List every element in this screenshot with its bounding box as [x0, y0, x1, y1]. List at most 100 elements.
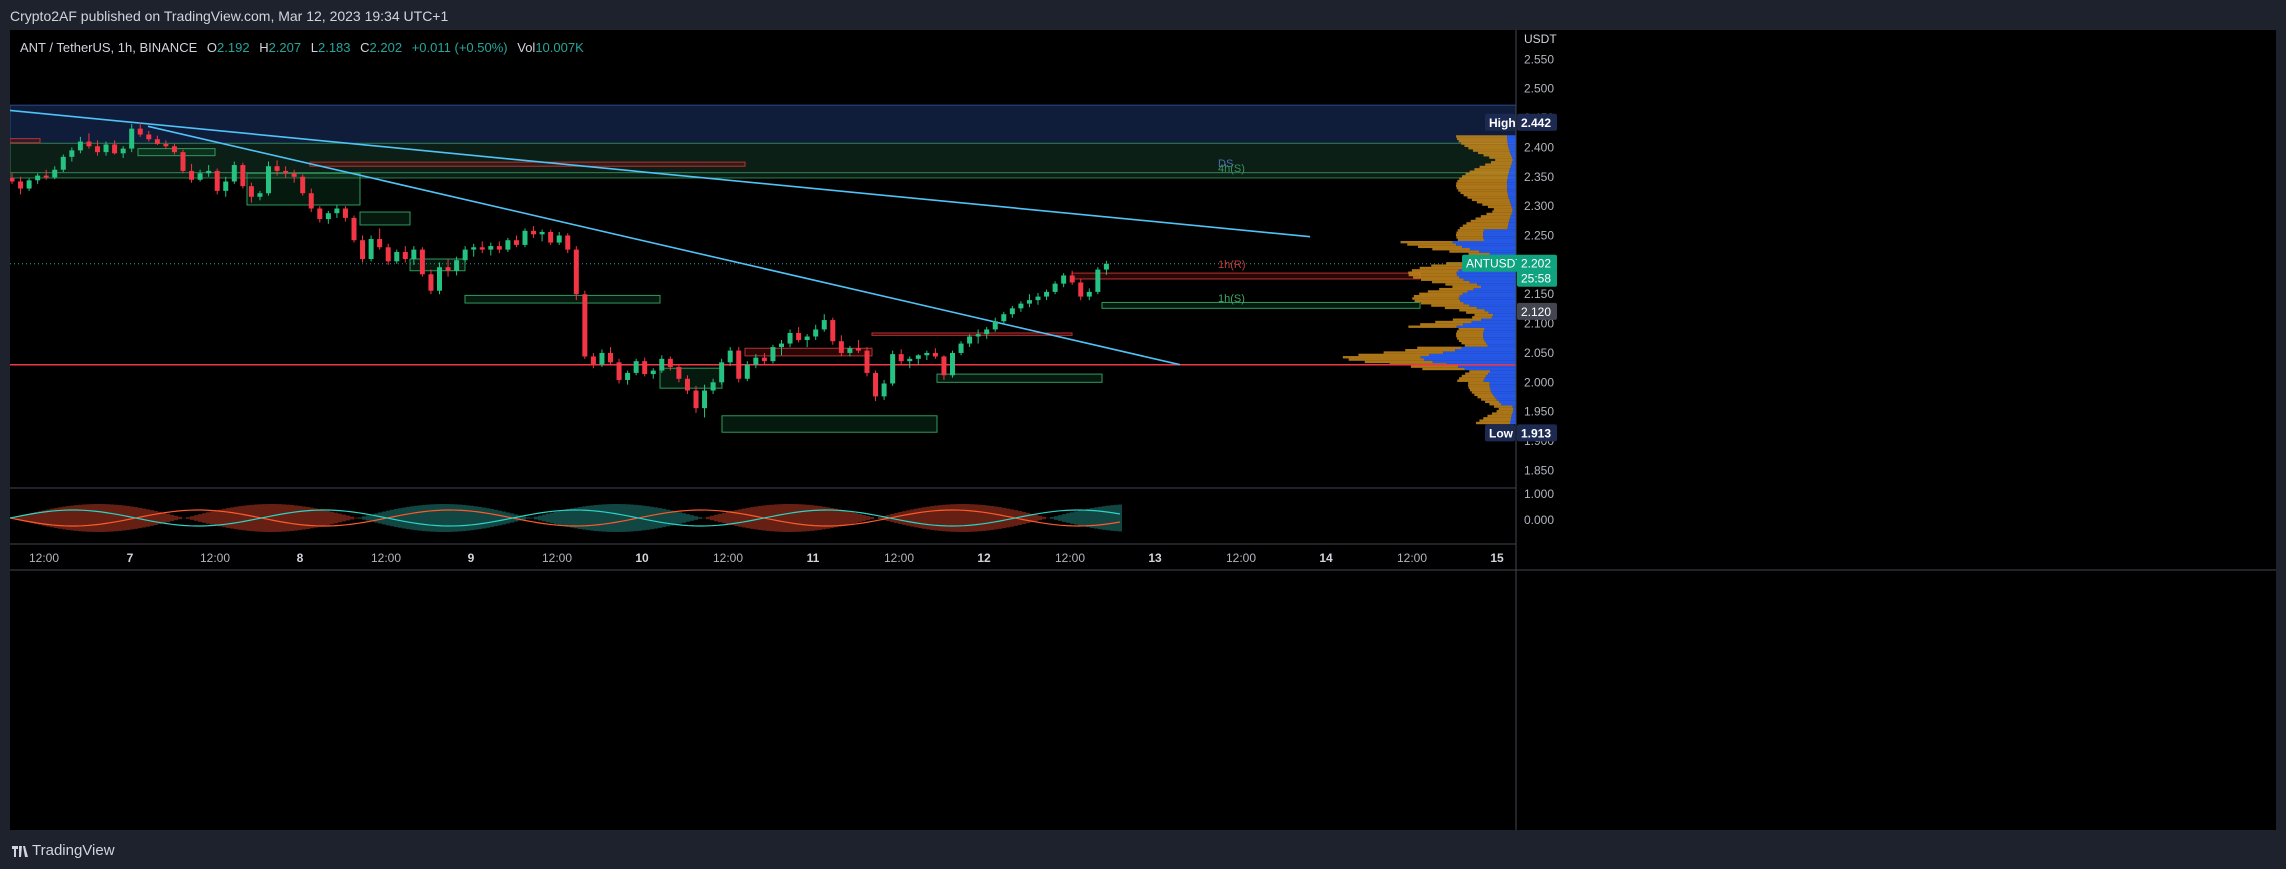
- candle[interactable]: [736, 350, 742, 379]
- candle[interactable]: [1001, 314, 1007, 322]
- candle[interactable]: [197, 173, 203, 180]
- candle[interactable]: [308, 193, 314, 209]
- candle[interactable]: [163, 143, 169, 147]
- candle[interactable]: [1078, 282, 1084, 297]
- candle[interactable]: [129, 128, 135, 149]
- candle[interactable]: [804, 336, 810, 341]
- candle[interactable]: [52, 169, 58, 178]
- candle[interactable]: [590, 356, 596, 365]
- candle[interactable]: [496, 246, 502, 250]
- candle[interactable]: [941, 356, 947, 376]
- candle[interactable]: [445, 267, 451, 271]
- candle[interactable]: [317, 208, 323, 220]
- candle[interactable]: [334, 208, 340, 214]
- candle[interactable]: [821, 320, 827, 330]
- candle[interactable]: [1103, 263, 1109, 270]
- candle[interactable]: [984, 329, 990, 335]
- candle[interactable]: [402, 251, 408, 259]
- candle[interactable]: [522, 230, 528, 245]
- candle[interactable]: [385, 247, 391, 262]
- candle[interactable]: [1069, 275, 1075, 283]
- candle[interactable]: [231, 165, 237, 182]
- candle[interactable]: [915, 355, 921, 359]
- candle[interactable]: [1044, 291, 1050, 297]
- candle[interactable]: [223, 181, 229, 191]
- candle[interactable]: [958, 343, 964, 353]
- candle[interactable]: [112, 144, 118, 154]
- candle[interactable]: [967, 336, 973, 344]
- candle[interactable]: [744, 364, 750, 379]
- candle[interactable]: [727, 350, 733, 363]
- candle[interactable]: [787, 332, 793, 344]
- candle[interactable]: [907, 358, 913, 362]
- candle[interactable]: [830, 320, 836, 342]
- candle[interactable]: [565, 235, 571, 250]
- candle[interactable]: [847, 348, 853, 353]
- candle[interactable]: [394, 251, 400, 262]
- price-chart[interactable]: USDT2.5502.5002.4502.4002.3502.3002.2502…: [9, 30, 2276, 830]
- candle[interactable]: [650, 370, 656, 375]
- candle[interactable]: [573, 249, 579, 295]
- candle[interactable]: [368, 239, 374, 259]
- candle[interactable]: [1035, 296, 1041, 301]
- candle[interactable]: [325, 213, 331, 220]
- candle[interactable]: [710, 382, 716, 391]
- candle[interactable]: [342, 208, 348, 218]
- candle[interactable]: [531, 230, 537, 235]
- candle[interactable]: [103, 144, 109, 153]
- candle[interactable]: [667, 358, 673, 368]
- candle[interactable]: [924, 352, 930, 356]
- candle[interactable]: [599, 352, 605, 365]
- candle[interactable]: [360, 240, 366, 259]
- candle[interactable]: [633, 361, 639, 373]
- candle[interactable]: [659, 358, 665, 371]
- candle[interactable]: [898, 354, 904, 362]
- trendline[interactable]: [147, 125, 1181, 366]
- candle[interactable]: [539, 231, 545, 235]
- candle[interactable]: [676, 367, 682, 379]
- candle[interactable]: [761, 357, 767, 362]
- candle[interactable]: [548, 231, 554, 243]
- candle[interactable]: [642, 361, 648, 375]
- candle[interactable]: [95, 146, 100, 153]
- candle[interactable]: [932, 352, 938, 357]
- candle[interactable]: [86, 141, 92, 147]
- candle[interactable]: [479, 247, 485, 250]
- candle[interactable]: [779, 343, 784, 348]
- candle[interactable]: [60, 156, 66, 170]
- candle[interactable]: [753, 357, 759, 365]
- candle[interactable]: [813, 329, 819, 337]
- candle[interactable]: [873, 372, 879, 397]
- candle[interactable]: [137, 128, 143, 135]
- candle[interactable]: [1018, 303, 1024, 309]
- candle[interactable]: [214, 170, 220, 191]
- candle[interactable]: [513, 240, 519, 245]
- candle[interactable]: [505, 240, 511, 250]
- candle[interactable]: [266, 166, 271, 194]
- candle[interactable]: [18, 181, 24, 189]
- candle[interactable]: [890, 354, 896, 384]
- candle[interactable]: [300, 176, 306, 194]
- candle[interactable]: [684, 378, 690, 391]
- candle[interactable]: [77, 141, 83, 151]
- candle[interactable]: [146, 134, 152, 140]
- candle[interactable]: [1095, 269, 1101, 292]
- candle[interactable]: [616, 362, 622, 380]
- candle[interactable]: [625, 372, 631, 380]
- candle[interactable]: [838, 341, 844, 353]
- candle[interactable]: [120, 148, 126, 154]
- candle[interactable]: [180, 152, 186, 171]
- candle[interactable]: [1026, 300, 1032, 304]
- candle[interactable]: [283, 170, 289, 174]
- candle[interactable]: [428, 274, 434, 291]
- candle[interactable]: [454, 260, 460, 271]
- candle[interactable]: [796, 332, 802, 341]
- candle[interactable]: [419, 249, 425, 275]
- candle[interactable]: [975, 334, 981, 337]
- candle[interactable]: [377, 239, 383, 248]
- candle[interactable]: [69, 150, 75, 157]
- candle[interactable]: [206, 170, 212, 174]
- candle[interactable]: [702, 390, 708, 409]
- candle[interactable]: [189, 170, 195, 180]
- candle[interactable]: [291, 173, 297, 177]
